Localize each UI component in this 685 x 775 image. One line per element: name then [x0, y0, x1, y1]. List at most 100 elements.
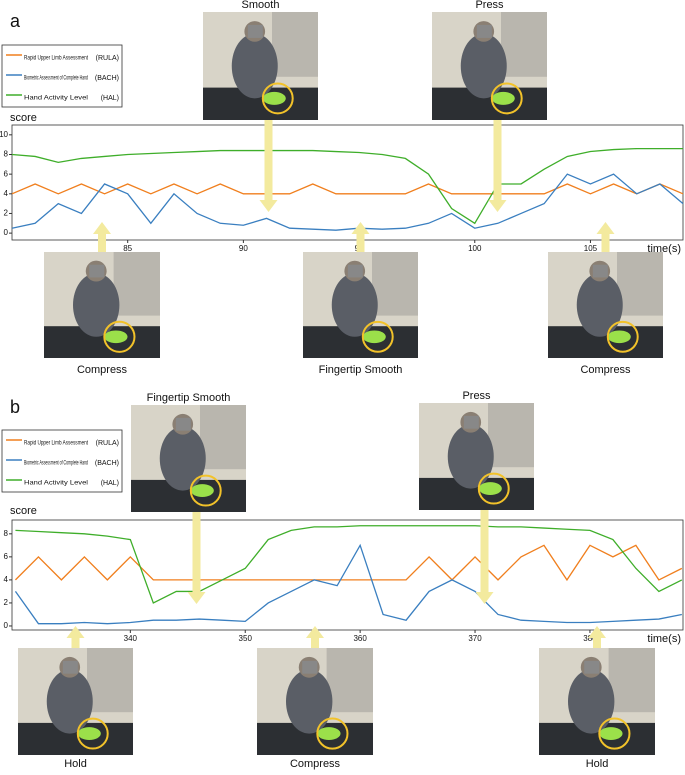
x-tick-label: 380	[583, 634, 597, 643]
face-mask	[89, 264, 105, 278]
panel-label: a	[10, 11, 21, 31]
photo-wall	[617, 252, 663, 316]
x-axis-label: time(s)	[647, 243, 681, 255]
photo-wall	[87, 648, 133, 713]
y-tick-label: 6	[4, 169, 9, 178]
photo-person	[447, 424, 494, 489]
face-mask	[592, 264, 608, 278]
photo-wall	[608, 648, 655, 713]
x-tick-label: 105	[584, 244, 598, 253]
y-axis-label: score	[10, 112, 37, 124]
highlight-circle	[261, 82, 294, 115]
x-axis-label: time(s)	[647, 633, 681, 645]
photo-wall	[501, 12, 547, 77]
annotation-label: Press	[462, 390, 491, 402]
legend-abbreviation: (BACH)	[95, 75, 119, 82]
annotation-label: Press	[475, 0, 504, 11]
arrow-head	[93, 222, 111, 234]
y-tick-label: 4	[4, 189, 9, 198]
glove	[262, 91, 286, 105]
highlight-circle	[316, 717, 349, 750]
face-mask	[302, 660, 318, 674]
y-tick-label: 4	[4, 575, 9, 584]
annotation-label: Fingertip Smooth	[147, 392, 231, 404]
face-mask	[463, 415, 479, 429]
arrow-head	[66, 626, 85, 638]
arrow-head	[588, 626, 606, 638]
annotation-label: Smooth	[242, 0, 280, 11]
face-mask	[175, 417, 191, 431]
x-tick-label: 100	[468, 244, 482, 253]
series-line	[11, 183, 684, 195]
highlight-circle	[361, 320, 394, 353]
photo-person	[460, 33, 507, 99]
face-mask	[584, 660, 600, 674]
highlight-circle	[598, 717, 631, 750]
highlight-circle	[103, 320, 136, 353]
glove	[77, 727, 101, 741]
legend-label: Biometric Assessment of Complete Hand	[24, 76, 88, 82]
annotation-label: Compress	[580, 364, 631, 376]
x-tick-label: 350	[239, 634, 253, 643]
glove	[190, 484, 214, 498]
photo-person	[331, 273, 378, 337]
photo-person	[159, 426, 206, 491]
x-tick-label: 90	[239, 244, 248, 253]
annotation-label: Compress	[290, 758, 341, 770]
series-line	[14, 543, 682, 625]
highlight-circle	[606, 320, 639, 353]
photo-wall	[272, 12, 318, 77]
photo-person	[286, 669, 333, 734]
annotation-label: Fingertip Smooth	[319, 364, 403, 376]
series-line	[14, 544, 683, 582]
legend-abbreviation: (RULA)	[96, 55, 119, 62]
panel-label: b	[10, 397, 20, 417]
annotation-label: Hold	[64, 758, 87, 770]
face-mask	[62, 660, 78, 674]
photo-person	[568, 669, 615, 734]
y-tick-label: 0	[4, 228, 9, 237]
photo-person	[576, 273, 623, 337]
series-line	[15, 525, 683, 604]
series-line	[11, 173, 684, 231]
y-tick-label: 2	[4, 209, 9, 218]
face-mask	[247, 24, 263, 38]
photo-wall	[113, 252, 160, 316]
arrow-head	[187, 592, 206, 604]
x-tick-label: 85	[123, 244, 132, 253]
photo-person	[73, 273, 120, 337]
photo-wall	[326, 648, 373, 713]
legend-abbreviation: (BACH)	[95, 460, 119, 467]
legend-abbreviation: (HAL)	[101, 480, 119, 487]
annotation-label: Compress	[77, 364, 128, 376]
y-tick-label: 8	[4, 150, 9, 159]
legend-label: Hand Activity Level	[24, 481, 88, 487]
x-tick-label: 340	[124, 634, 138, 643]
plot-frame	[11, 124, 684, 241]
y-tick-label: 0	[4, 621, 9, 630]
y-tick-label: 10	[0, 130, 9, 139]
glove	[317, 727, 341, 741]
face-mask	[476, 24, 492, 38]
glove	[478, 482, 502, 496]
face-mask	[347, 264, 363, 278]
arrow-head	[475, 592, 494, 604]
highlight-circle	[76, 717, 109, 750]
arrow-head	[351, 222, 370, 234]
legend-label: Rapid Upper Limb Assessment	[24, 441, 88, 447]
arrow-head	[306, 626, 324, 638]
photo-wall	[200, 405, 246, 470]
legend-abbreviation: (RULA)	[96, 440, 119, 447]
glove	[599, 727, 623, 741]
photo-person	[231, 33, 278, 99]
photo-wall	[372, 252, 418, 316]
highlight-circle	[189, 474, 222, 507]
y-tick-label: 2	[4, 598, 9, 607]
glove	[362, 330, 386, 344]
y-tick-label: 8	[4, 529, 9, 538]
arrow-head	[488, 200, 507, 212]
x-tick-label: 360	[353, 634, 367, 643]
y-tick-label: 6	[4, 552, 9, 561]
glove	[607, 330, 631, 344]
